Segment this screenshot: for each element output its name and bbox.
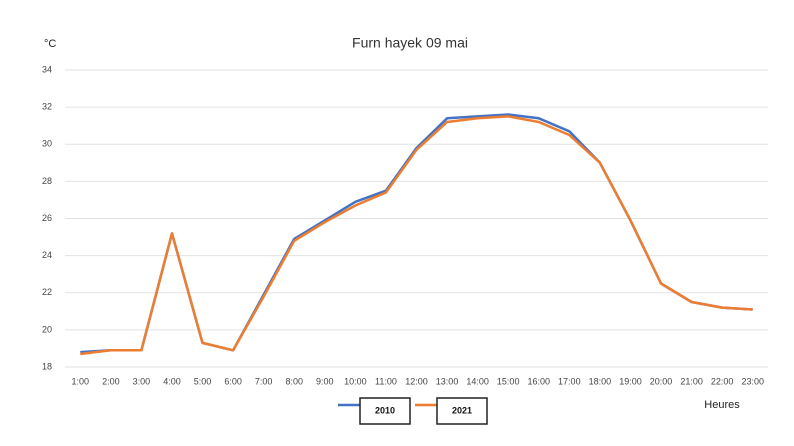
x-tick-label: 6:00	[224, 376, 242, 386]
y-tick-label: 20	[42, 324, 52, 334]
series-line	[80, 115, 753, 356]
x-tick-label: 10:00	[344, 376, 367, 386]
chart-title: Furn hayek 09 mai	[352, 35, 468, 51]
x-tick-label: 1:00	[72, 376, 90, 386]
x-tick-label: 13:00	[436, 376, 459, 386]
y-tick-label: 32	[42, 102, 52, 112]
legend-box	[359, 397, 411, 425]
x-tick-label: 19:00	[619, 376, 642, 386]
legend-label: 2010	[375, 405, 395, 415]
x-tick-label: 7:00	[255, 376, 273, 386]
y-tick-label: 18	[42, 361, 52, 371]
y-tick-label: 30	[42, 139, 52, 149]
x-tick-label: 5:00	[194, 376, 212, 386]
y-tick-label: 28	[42, 176, 52, 186]
x-axis-label: Heures	[704, 399, 740, 411]
y-tick-label: 26	[42, 213, 52, 223]
x-tick-label: 22:00	[711, 376, 734, 386]
x-tick-label: 14:00	[466, 376, 489, 386]
x-tick-label: 12:00	[405, 376, 428, 386]
x-tick-label: 8:00	[285, 376, 303, 386]
x-tick-label: 4:00	[163, 376, 181, 386]
x-tick-label: 11:00	[375, 376, 397, 386]
x-tick-label: 23:00	[741, 376, 764, 386]
legend-box	[436, 397, 488, 425]
legend-label: 2021	[452, 405, 472, 415]
x-tick-label: 15:00	[497, 376, 520, 386]
x-tick-label: 21:00	[680, 376, 703, 386]
y-tick-label: 34	[42, 64, 52, 74]
y-axis-label: °C	[44, 38, 56, 50]
y-tick-label: 24	[42, 250, 52, 260]
x-tick-label: 20:00	[650, 376, 673, 386]
x-tick-label: 2:00	[102, 376, 120, 386]
y-tick-label: 22	[42, 287, 52, 297]
x-tick-label: 3:00	[133, 376, 151, 386]
x-tick-label: 17:00	[558, 376, 581, 386]
x-tick-label: 9:00	[316, 376, 334, 386]
x-tick-label: 18:00	[589, 376, 612, 386]
x-tick-label: 16:00	[527, 376, 550, 386]
